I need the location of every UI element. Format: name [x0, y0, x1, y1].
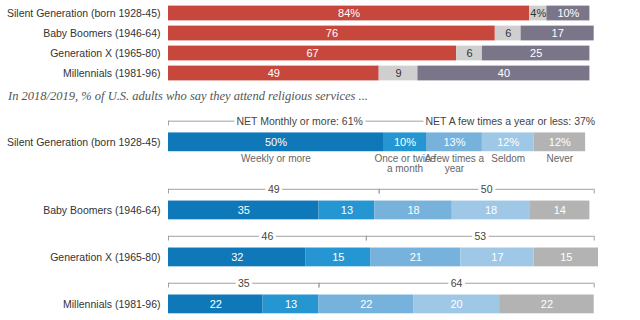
- svg-text:20: 20: [450, 298, 462, 310]
- svg-text:14: 14: [554, 204, 566, 216]
- svg-text:Generation X (1965-80): Generation X (1965-80): [50, 251, 160, 263]
- svg-text:Baby Boomers (1946-64): Baby Boomers (1946-64): [43, 27, 160, 39]
- svg-text:22: 22: [541, 298, 553, 310]
- svg-text:13: 13: [341, 204, 353, 216]
- svg-text:Millennials (1981-96): Millennials (1981-96): [63, 298, 160, 310]
- svg-text:32: 32: [231, 251, 243, 263]
- svg-text:25: 25: [530, 47, 542, 59]
- svg-text:18: 18: [485, 204, 497, 216]
- svg-text:67: 67: [306, 47, 318, 59]
- svg-text:35: 35: [238, 204, 250, 216]
- html-text:Once or twice: Once or twice: [374, 153, 436, 165]
- svg-text:Silent Generation (born 1928-4: Silent Generation (born 1928-45): [7, 7, 161, 19]
- svg-text:Millennials (1981-96): Millennials (1981-96): [63, 67, 160, 79]
- html-text:a month: a month: [386, 163, 424, 175]
- svg-text:Never: Never: [546, 153, 573, 164]
- svg-text:53: 53: [474, 230, 486, 242]
- svg-text:15: 15: [560, 251, 572, 263]
- svg-text:46: 46: [262, 230, 274, 242]
- svg-text:Seldom: Seldom: [491, 153, 525, 164]
- svg-text:Baby Boomers (1946-64): Baby Boomers (1946-64): [43, 204, 160, 216]
- svg-text:10%: 10%: [557, 7, 579, 19]
- svg-text:17: 17: [552, 27, 564, 39]
- svg-text:13%: 13%: [443, 136, 465, 148]
- svg-text:10%: 10%: [394, 136, 416, 148]
- svg-text:15: 15: [332, 251, 344, 263]
- svg-text:12%: 12%: [549, 136, 571, 148]
- svg-text:21: 21: [410, 251, 422, 263]
- svg-text:49: 49: [268, 67, 280, 79]
- svg-text:6: 6: [466, 47, 472, 59]
- svg-text:35: 35: [238, 277, 250, 289]
- svg-text:50%: 50%: [265, 136, 287, 148]
- svg-text:12%: 12%: [497, 136, 519, 148]
- svg-text:50: 50: [481, 183, 493, 195]
- svg-text:NET Monthly or more: 61%: NET Monthly or more: 61%: [236, 115, 362, 127]
- svg-text:9: 9: [395, 67, 401, 79]
- html-text:In 2018/2019, % of U.S. adults: In 2018/2019, % of U.S. adults who say t…: [8, 89, 368, 103]
- svg-text:76: 76: [326, 27, 338, 39]
- svg-text:64: 64: [451, 277, 463, 289]
- svg-text:40: 40: [498, 67, 510, 79]
- svg-text:A few times ayear: A few times ayear: [425, 153, 485, 174]
- svg-text:Silent Generation (born 1928-4: Silent Generation (born 1928-45): [7, 136, 161, 148]
- svg-text:6: 6: [505, 27, 511, 39]
- svg-text:13: 13: [285, 298, 297, 310]
- svg-text:NET A few times a year or less: NET A few times a year or less: 37%: [426, 115, 596, 127]
- svg-text:49: 49: [268, 183, 280, 195]
- svg-text:22: 22: [210, 298, 222, 310]
- svg-text:22: 22: [360, 298, 372, 310]
- svg-text:4%: 4%: [530, 7, 546, 19]
- svg-text:17: 17: [491, 251, 503, 263]
- svg-text:Weekly or more: Weekly or more: [241, 153, 311, 164]
- svg-text:Generation X (1965-80): Generation X (1965-80): [50, 47, 160, 59]
- svg-text:18: 18: [407, 204, 419, 216]
- svg-text:84%: 84%: [338, 7, 360, 19]
